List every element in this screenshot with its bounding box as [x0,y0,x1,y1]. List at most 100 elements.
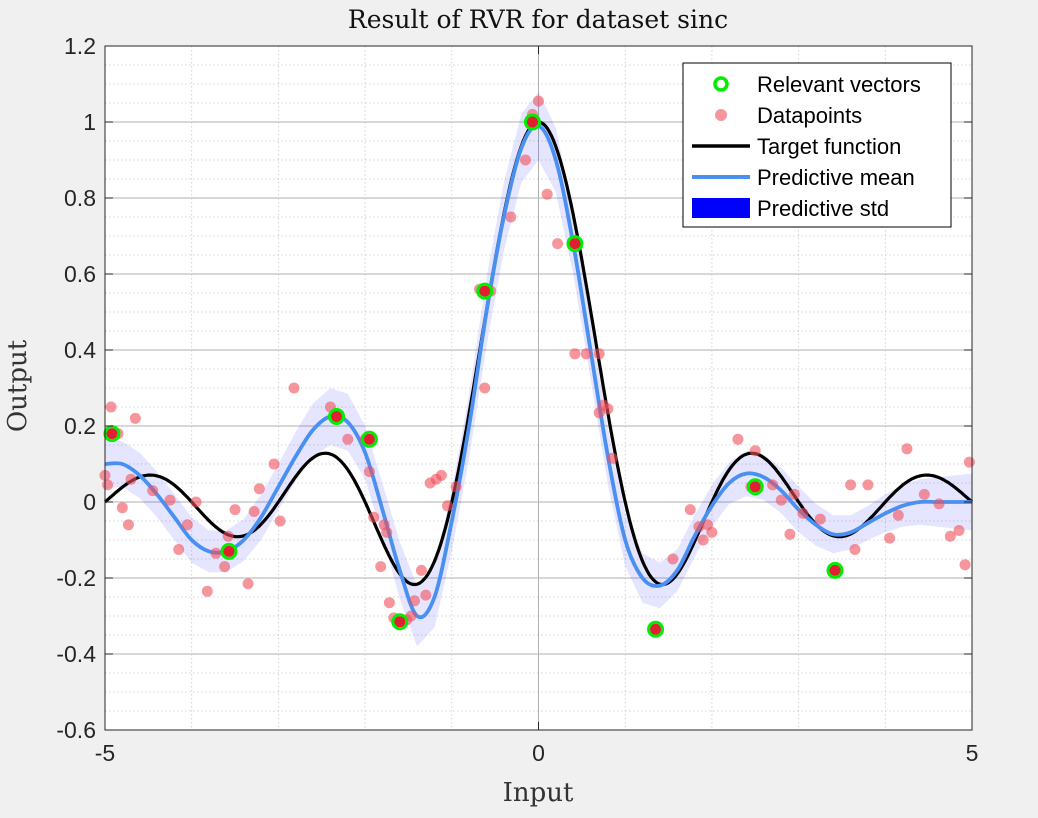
datapoint [116,502,128,514]
datapoint [569,348,581,360]
datapoint [784,528,796,540]
chart-title: Result of RVR for dataset sinc [348,5,728,34]
datapoint [953,525,965,536]
datapoint [533,95,544,107]
datapoint [862,479,874,491]
datapoint [788,488,800,500]
legend: Relevant vectors Datapoints Target funct… [682,62,952,228]
datapoint [933,498,945,510]
datapoint [963,456,975,468]
datapoint [580,348,592,360]
datapoint [775,494,787,506]
datapoint [129,412,141,424]
datapoint [606,452,618,464]
datapoint [405,610,417,622]
datapoint [541,188,553,200]
relevant-vector [476,282,494,300]
datapoint [849,544,861,555]
relevant-vector [566,235,584,253]
legend-datapoints-label: Datapoints [757,103,862,128]
datapoint [479,382,491,394]
datapoint [383,597,395,609]
datapoint [749,445,761,457]
datapoint [201,585,213,597]
y-tick-label: -0.6 [56,717,96,743]
datapoint [222,530,234,542]
datapoint [102,479,114,491]
relevant-vector-fill [479,285,491,297]
legend-mean-label: Predictive mean [757,165,915,190]
datapoint [147,485,159,497]
datapoint [450,481,462,493]
y-tick-label: 0.6 [64,261,96,287]
datapoint [505,211,517,223]
x-tick-label: 0 [532,740,545,766]
legend-datapoints-marker [715,109,727,121]
datapoint [274,515,286,527]
datapoint [288,382,300,394]
relevant-vector [523,113,541,131]
relevant-vector-fill [223,545,235,557]
datapoint [884,532,896,544]
relevant-vector [391,613,409,631]
relevant-vector-fill [569,238,581,250]
legend-std-swatch [692,198,750,218]
legend-relevant-marker [713,76,729,92]
datapoint [375,561,387,573]
datapoint [164,494,176,506]
relevant-vector-fill [526,116,538,128]
y-tick-label: 1 [83,109,96,135]
datapoints [99,95,975,635]
y-tick-label: 0.8 [64,185,96,211]
datapoint [797,507,809,519]
datapoint [959,559,971,571]
datapoint [667,553,679,565]
datapoint [363,466,375,478]
datapoint [519,154,531,166]
relevant-vector [826,561,844,579]
datapoint [190,496,202,508]
relevant-vectors [103,113,844,638]
relevant-vector [746,478,764,496]
relevant-vector-fill [363,433,375,445]
datapoint [409,595,421,607]
datapoint [219,561,231,573]
datapoint [944,530,956,542]
datapoint [593,348,605,360]
y-axis-label: Output [3,339,33,432]
datapoint [268,458,280,470]
datapoint [381,526,393,538]
datapoint [248,506,260,517]
datapoint [229,504,241,516]
tick-labels: -0.6 -0.4 -0.2 0 0.2 0.4 0.6 0.8 1 1.2 -5 0 5 [56,33,978,766]
datapoint [892,509,904,521]
legend-relevant-label: Relevant vectors [757,72,921,97]
legend-std-label: Predictive std [757,196,889,221]
grid [104,45,973,731]
datapoint [173,544,185,555]
relevant-vector-fill [330,411,342,422]
datapoint [814,513,826,525]
datapoint [368,511,380,523]
relevant-vector-fill [106,428,118,440]
datapoint [767,479,779,491]
x-tick-label: 5 [966,740,979,766]
datapoint [253,483,265,495]
y-tick-label: 1.2 [64,33,96,59]
datapoint [918,488,930,500]
datapoint [420,589,432,601]
datapoint [181,519,193,531]
datapoint [105,401,117,413]
datapoint [901,443,913,455]
y-tick-label: -0.2 [56,565,96,591]
datapoint [122,519,134,531]
relevant-vector [360,430,378,448]
datapoint [125,473,137,485]
datapoint [845,479,857,491]
datapoint [210,547,222,559]
datapoint [732,433,744,445]
datapoint [435,469,447,481]
relevant-vector-fill [650,623,662,635]
y-tick-label: 0 [83,489,96,515]
